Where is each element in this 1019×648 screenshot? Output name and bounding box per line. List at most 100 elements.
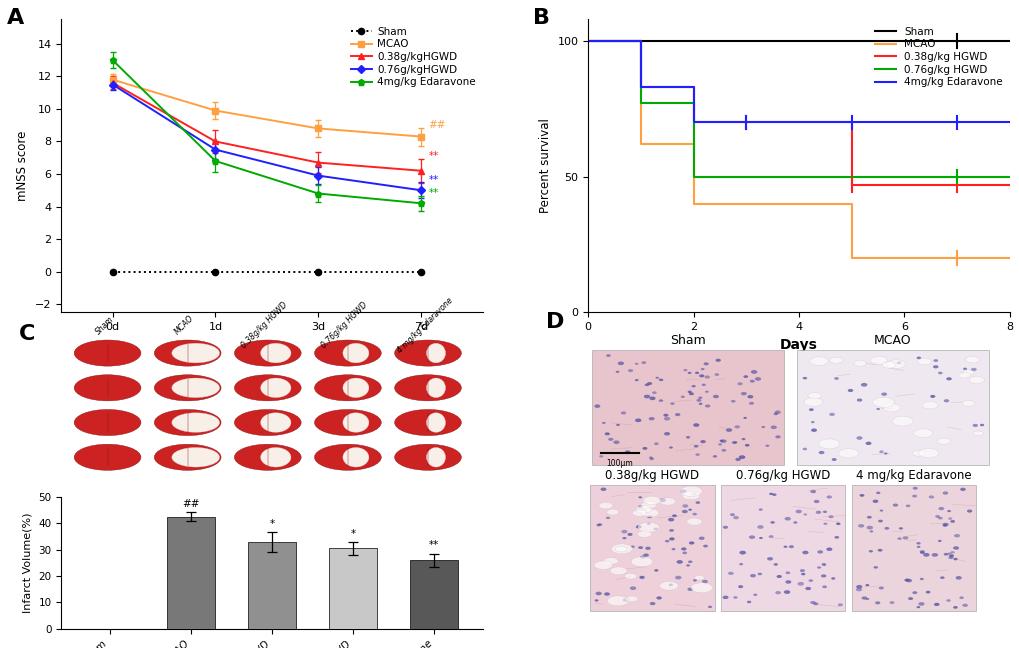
Ellipse shape — [74, 340, 141, 366]
Ellipse shape — [683, 369, 687, 371]
Ellipse shape — [638, 546, 642, 549]
Ellipse shape — [686, 564, 689, 566]
Ellipse shape — [687, 561, 692, 563]
Ellipse shape — [596, 524, 600, 526]
Ellipse shape — [821, 586, 826, 588]
MCAO — [792, 200, 804, 208]
Ellipse shape — [905, 579, 911, 583]
Ellipse shape — [769, 521, 774, 524]
Ellipse shape — [760, 426, 764, 428]
Ellipse shape — [260, 413, 290, 432]
Ellipse shape — [594, 404, 600, 408]
MCAO — [792, 200, 804, 208]
Ellipse shape — [637, 522, 658, 532]
0.38g/kg HGWD — [792, 119, 804, 126]
4mg/kg Edaravone — [582, 37, 594, 45]
Ellipse shape — [933, 603, 938, 606]
Ellipse shape — [936, 438, 950, 445]
Ellipse shape — [953, 534, 959, 537]
Ellipse shape — [927, 496, 933, 498]
Ellipse shape — [810, 421, 814, 423]
Ellipse shape — [700, 440, 705, 443]
Ellipse shape — [743, 417, 746, 419]
Ellipse shape — [892, 503, 898, 507]
Legend: Sham, MCAO, 0.38g/kgHGWD, 0.76g/kgHGWD, 4mg/kg Edaravone: Sham, MCAO, 0.38g/kgHGWD, 0.76g/kgHGWD, … — [348, 25, 477, 89]
Ellipse shape — [749, 574, 755, 577]
Ellipse shape — [704, 375, 709, 378]
Ellipse shape — [808, 408, 813, 411]
Ellipse shape — [740, 392, 746, 395]
Ellipse shape — [959, 488, 965, 491]
Ellipse shape — [932, 359, 937, 362]
Ellipse shape — [612, 441, 619, 444]
Ellipse shape — [883, 527, 889, 530]
Ellipse shape — [714, 359, 720, 362]
Ellipse shape — [605, 516, 609, 519]
Ellipse shape — [816, 566, 820, 569]
Ellipse shape — [234, 340, 301, 366]
Ellipse shape — [426, 413, 445, 432]
Ellipse shape — [722, 526, 728, 529]
Ellipse shape — [810, 428, 816, 432]
Ellipse shape — [603, 592, 609, 596]
Ellipse shape — [606, 509, 619, 515]
Ellipse shape — [342, 413, 369, 432]
Ellipse shape — [898, 527, 902, 529]
Ellipse shape — [860, 383, 866, 387]
Ellipse shape — [793, 522, 797, 524]
Ellipse shape — [962, 370, 973, 375]
Ellipse shape — [932, 365, 937, 369]
Text: B: B — [533, 8, 550, 28]
Ellipse shape — [897, 537, 901, 540]
Ellipse shape — [919, 551, 924, 554]
Ellipse shape — [970, 368, 976, 371]
Ellipse shape — [756, 525, 763, 529]
Ellipse shape — [664, 540, 668, 542]
Ellipse shape — [943, 399, 949, 402]
Ellipse shape — [625, 450, 630, 454]
0.76g/kg HGWD — [634, 100, 646, 108]
Ellipse shape — [825, 496, 832, 498]
Ellipse shape — [635, 525, 641, 529]
Ellipse shape — [607, 438, 612, 441]
Ellipse shape — [797, 582, 803, 586]
Ellipse shape — [618, 362, 624, 365]
Ellipse shape — [621, 411, 626, 415]
Ellipse shape — [795, 510, 801, 513]
Text: D: D — [545, 312, 564, 332]
Ellipse shape — [693, 423, 699, 427]
Y-axis label: Percent survival: Percent survival — [538, 119, 551, 213]
Ellipse shape — [680, 396, 684, 398]
Ellipse shape — [643, 395, 649, 399]
0.38g/kg HGWD — [792, 119, 804, 126]
Ellipse shape — [717, 443, 721, 445]
Ellipse shape — [919, 578, 923, 580]
Ellipse shape — [671, 548, 675, 550]
Ellipse shape — [865, 598, 868, 600]
Ellipse shape — [864, 584, 868, 586]
Ellipse shape — [822, 511, 826, 513]
Ellipse shape — [695, 454, 699, 456]
Sham — [1003, 37, 1015, 45]
Ellipse shape — [668, 529, 674, 532]
Ellipse shape — [872, 397, 894, 408]
0.76g/kg HGWD — [687, 173, 699, 181]
Ellipse shape — [803, 398, 822, 406]
Ellipse shape — [688, 509, 691, 511]
Text: A: A — [6, 8, 23, 28]
4mg/kg Edaravone — [792, 119, 804, 126]
Ellipse shape — [748, 535, 754, 539]
Ellipse shape — [656, 596, 661, 599]
Ellipse shape — [733, 596, 737, 599]
Ellipse shape — [886, 360, 905, 369]
Ellipse shape — [918, 448, 938, 457]
Ellipse shape — [807, 393, 820, 399]
4mg/kg Edaravone — [792, 119, 804, 126]
Ellipse shape — [74, 445, 141, 470]
Ellipse shape — [600, 487, 606, 491]
Ellipse shape — [942, 523, 948, 526]
Ellipse shape — [947, 510, 950, 512]
Ellipse shape — [892, 416, 912, 426]
Ellipse shape — [342, 343, 369, 363]
Text: 0.76g/kg HGWD: 0.76g/kg HGWD — [736, 469, 829, 482]
